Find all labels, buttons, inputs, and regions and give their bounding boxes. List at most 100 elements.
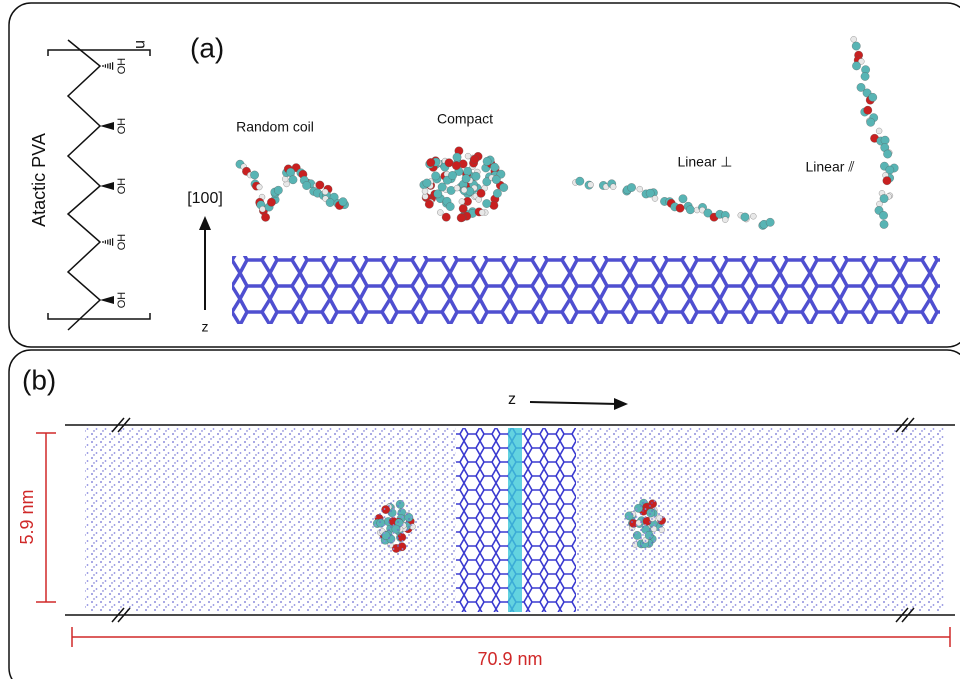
atom — [722, 217, 728, 223]
axis-label: z — [508, 391, 516, 408]
conformation-label: Linear ⊥ — [677, 154, 732, 170]
atom — [465, 153, 471, 159]
atom — [459, 199, 465, 205]
atom — [453, 153, 461, 161]
center-sheet — [508, 428, 522, 612]
atom — [286, 168, 294, 176]
atom — [472, 172, 480, 180]
atom — [479, 209, 485, 215]
conformation-label: Compact — [437, 111, 493, 127]
arrow-head — [614, 398, 628, 410]
atom — [876, 201, 882, 207]
structure-name: Atactic PVA — [29, 133, 49, 227]
atom — [274, 186, 282, 194]
atom — [879, 211, 887, 219]
atom — [250, 171, 258, 179]
atom — [427, 158, 435, 166]
oh-label: OH — [116, 178, 128, 195]
arrow-head — [199, 216, 211, 230]
atom — [322, 189, 328, 195]
atom — [482, 199, 490, 207]
repeat-index: n — [132, 40, 149, 49]
conformation-label: Random coil — [236, 119, 314, 135]
atom — [588, 182, 594, 188]
oh-label: OH — [116, 292, 128, 309]
atom — [851, 36, 857, 42]
atom — [462, 174, 470, 182]
conformation-label: Linear ⫽ — [805, 159, 855, 175]
direction-label: [100] — [187, 190, 223, 207]
atom — [490, 201, 498, 209]
oh-label: OH — [116, 118, 128, 135]
axis-arrow — [530, 402, 618, 404]
atom — [576, 177, 584, 185]
atom — [425, 200, 433, 208]
atom — [750, 213, 756, 219]
atom — [869, 93, 877, 101]
atom — [267, 198, 275, 206]
atom — [852, 42, 860, 50]
oh-groups: OH OH OH OH OH — [100, 58, 128, 309]
atom — [676, 204, 684, 212]
atom — [256, 184, 262, 190]
atom — [446, 202, 454, 210]
atom — [326, 198, 334, 206]
atom — [463, 167, 471, 175]
atom — [422, 188, 428, 194]
atom — [423, 179, 431, 187]
atom — [627, 183, 635, 191]
axis-label: z — [202, 319, 209, 335]
panel-label: (b) — [22, 364, 56, 395]
height-label: 5.9 nm — [17, 489, 37, 544]
atom — [686, 206, 694, 214]
wedge-bond — [100, 122, 114, 130]
atom — [261, 213, 269, 221]
atom — [477, 189, 485, 197]
atom — [493, 189, 501, 197]
atom — [289, 176, 297, 184]
atom — [864, 106, 872, 114]
oh-label: OH — [116, 234, 128, 251]
atom — [652, 195, 658, 201]
atom — [883, 176, 891, 184]
atom — [492, 175, 500, 183]
atom — [881, 136, 889, 144]
graphene-layer — [232, 256, 940, 324]
atom — [260, 206, 266, 212]
atom — [470, 155, 478, 163]
wedge-bond — [100, 182, 114, 190]
atom — [883, 150, 891, 158]
atom — [461, 187, 467, 193]
atom — [610, 184, 616, 190]
atom — [637, 186, 643, 192]
atom — [679, 195, 687, 203]
atom — [437, 209, 443, 215]
atom — [876, 128, 882, 134]
atom — [880, 220, 888, 228]
atom — [866, 118, 874, 126]
atom — [339, 198, 347, 206]
atom — [490, 163, 498, 171]
length-label: 70.9 nm — [477, 649, 542, 669]
atom — [457, 214, 465, 222]
atom — [442, 213, 450, 221]
atom — [431, 172, 439, 180]
panel-label: (a) — [190, 32, 224, 63]
atom — [500, 183, 508, 191]
atom — [302, 181, 310, 189]
atom — [452, 161, 460, 169]
atom — [448, 171, 456, 179]
figure: (a) Atactic PVA OH OH OH OH OH n Random coil… — [0, 0, 960, 679]
atom — [861, 72, 869, 80]
atom — [438, 183, 446, 191]
atom — [483, 157, 491, 165]
pva-structure — [48, 40, 150, 330]
atom — [766, 218, 774, 226]
atom — [316, 181, 324, 189]
wedge-bond — [100, 296, 114, 304]
atom — [459, 204, 467, 212]
atom — [741, 213, 749, 221]
atom — [454, 185, 460, 191]
atom — [852, 62, 860, 70]
oh-label: OH — [116, 58, 128, 75]
